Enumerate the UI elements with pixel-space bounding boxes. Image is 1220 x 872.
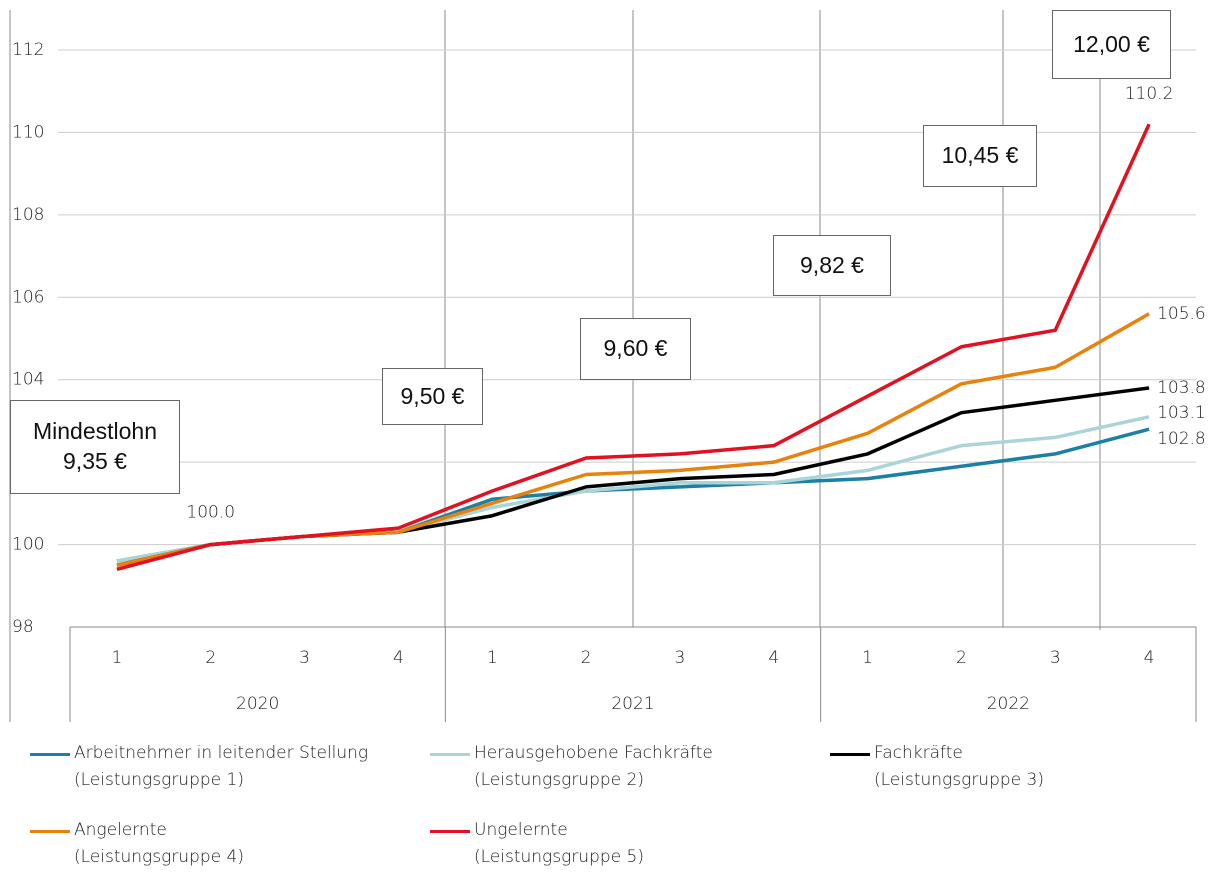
legend-item: Herausgehobene Fachkräfte (Leistungsgrup… (430, 740, 713, 794)
x-tick-label: 2 (205, 648, 216, 668)
x-tick-label: 3 (1050, 648, 1061, 668)
legend-swatch (30, 830, 70, 833)
legend-item: Ungelernte (Leistungsgruppe 5) (430, 817, 644, 871)
y-tick-label: 100 (12, 535, 44, 555)
legend-label: Herausgehobene Fachkräfte (Leistungsgrup… (474, 743, 713, 791)
x-group-label: 2021 (611, 694, 654, 714)
legend-item: Fachkräfte (Leistungsgruppe 3) (830, 740, 1044, 794)
x-tick-label: 4 (1144, 648, 1155, 668)
annotation: 9,60 € (580, 318, 691, 380)
legend-label: Arbeitnehmer in leitender Stellung (Leis… (74, 743, 369, 791)
y-tick-label: 112 (12, 40, 44, 60)
annotation: Mindestlohn 9,35 € (10, 400, 180, 494)
x-tick-label: 4 (768, 648, 779, 668)
legend-swatch (30, 753, 70, 756)
x-tick-label: 4 (393, 648, 404, 668)
data-label: 110.2 (1125, 84, 1174, 104)
legend-item: Arbeitnehmer in leitender Stellung (Leis… (30, 740, 368, 794)
x-tick-label: 3 (299, 648, 310, 668)
data-label: 102.8 (1157, 429, 1206, 449)
annotation: 9,82 € (773, 235, 891, 296)
data-label: 105.6 (1157, 304, 1206, 324)
legend-swatch (430, 753, 470, 756)
x-group-label: 2022 (987, 694, 1030, 714)
legend-swatch (830, 753, 870, 756)
legend-item: Angelernte (Leistungsgruppe 4) (30, 817, 244, 871)
x-tick-label: 3 (675, 648, 686, 668)
y-tick-label: 98 (12, 617, 34, 637)
data-label: 100.0 (186, 503, 235, 523)
x-group-label: 2020 (236, 694, 279, 714)
annotation: 10,45 € (923, 125, 1037, 187)
series-line (116, 123, 1151, 571)
legend-label: Fachkräfte (Leistungsgruppe 3) (874, 743, 1044, 791)
legend-label: Angelernte (Leistungsgruppe 4) (74, 820, 244, 868)
data-label: 103.8 (1157, 378, 1206, 398)
legend-label: Ungelernte (Leistungsgruppe 5) (474, 820, 644, 868)
y-tick-label: 110 (12, 122, 44, 142)
data-label: 103.1 (1157, 403, 1206, 423)
x-tick-label: 2 (581, 648, 592, 668)
annotation: 9,50 € (382, 368, 483, 425)
x-tick-label: 1 (112, 648, 123, 668)
x-tick-label: 2 (956, 648, 967, 668)
y-tick-label: 106 (12, 287, 44, 307)
x-tick-label: 1 (487, 648, 498, 668)
legend-swatch (430, 830, 470, 833)
annotation: 12,00 € (1052, 10, 1171, 79)
y-tick-label: 108 (12, 205, 44, 225)
y-tick-label: 104 (12, 370, 44, 390)
x-tick-label: 1 (862, 648, 873, 668)
